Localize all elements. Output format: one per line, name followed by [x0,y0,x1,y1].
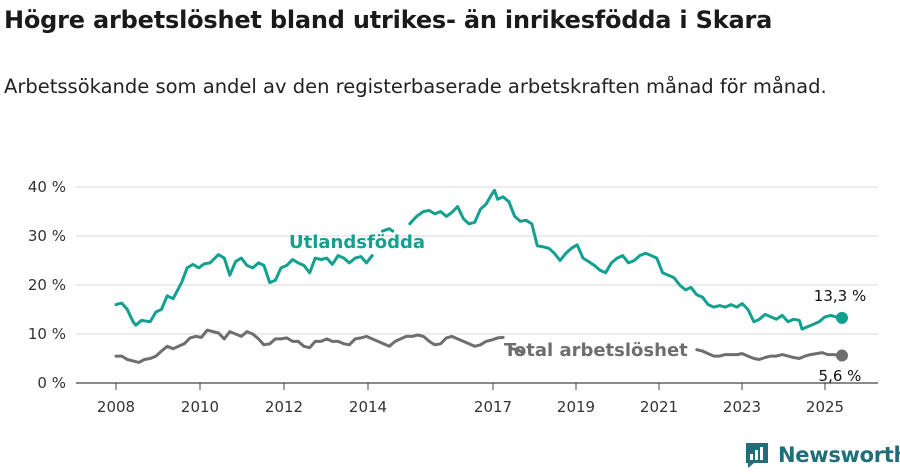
newsworthy-logo-icon [746,443,768,468]
series-label-total: Total arbetslöshet [504,340,688,361]
x-tick-label: 2008 [97,398,135,416]
brand-name: Newsworthy [778,443,900,467]
x-tick-label: 2025 [806,398,844,416]
end-point-total [836,349,848,362]
series-label-utlandsfodda: Utlandsfödda [289,232,425,253]
series-line-utlandsfodda [381,227,395,233]
y-tick-label: 20 % [28,276,66,294]
chart-title: Högre arbetslöshet bland utrikes- än inr… [4,6,773,34]
x-tick-label: 2019 [557,398,595,416]
series-line-total [695,348,844,361]
series-line-total [510,347,525,355]
x-tick-label: 2010 [181,398,219,416]
end-label-utlandsfodda: 13,3 % [814,287,866,305]
y-tick-label: 40 % [28,178,66,196]
series-line-utlandsfodda [114,253,374,327]
series-line-total [114,328,505,364]
x-tick-label: 2012 [265,398,303,416]
x-tick-label: 2017 [474,398,512,416]
x-tick-label: 2021 [640,398,678,416]
y-tick-label: 0 % [37,374,66,392]
end-point-utlandsfodda [836,311,848,324]
y-tick-label: 30 % [28,227,66,245]
brand-logo[interactable]: Newsworthy [744,440,900,470]
x-tick-label: 2014 [349,398,387,416]
end-label-total: 5,6 % [819,367,862,385]
series-line-utlandsfodda [408,188,844,331]
x-tick-label: 2023 [723,398,761,416]
y-tick-label: 10 % [28,325,66,343]
chart-subtitle: Arbetssökande som andel av den registerb… [4,75,827,98]
